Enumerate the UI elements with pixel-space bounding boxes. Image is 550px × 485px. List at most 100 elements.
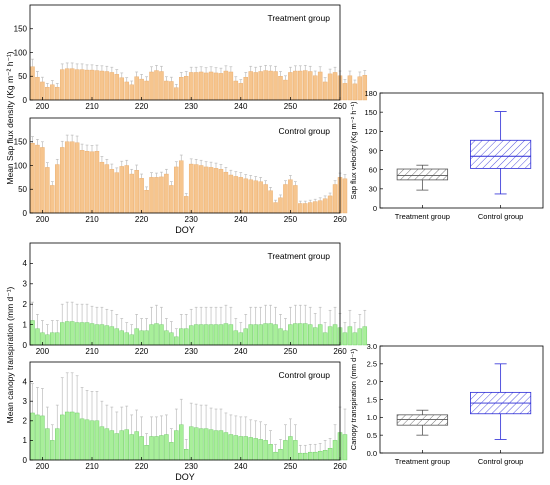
bar xyxy=(50,332,55,346)
bar xyxy=(149,177,154,214)
bar xyxy=(253,72,258,101)
bar xyxy=(213,430,219,461)
bar xyxy=(213,324,219,346)
bar xyxy=(203,324,209,346)
bar xyxy=(233,176,239,214)
bar xyxy=(193,427,199,461)
bar xyxy=(273,202,278,214)
bar xyxy=(283,184,288,214)
x-tick-label: 250 xyxy=(284,462,298,471)
bar xyxy=(45,334,50,346)
x-tick-label: 240 xyxy=(234,102,248,111)
y-tick-label: 0 xyxy=(23,456,28,465)
bar xyxy=(179,424,184,461)
y-tick-label: 60 xyxy=(369,165,377,174)
bar xyxy=(327,195,333,214)
y-tick-label: 120 xyxy=(364,127,377,136)
bar xyxy=(154,177,159,214)
bar xyxy=(164,434,169,461)
bar xyxy=(119,430,124,461)
bar xyxy=(312,327,318,346)
bar xyxy=(188,426,194,461)
bar xyxy=(149,71,154,101)
bar xyxy=(332,440,338,461)
bar xyxy=(94,324,100,346)
bar xyxy=(278,76,283,101)
bar xyxy=(164,330,169,346)
bar xyxy=(55,164,60,214)
bar xyxy=(308,202,313,214)
y-tick-label: 0 xyxy=(23,341,28,350)
bar xyxy=(263,70,268,101)
bar xyxy=(332,72,338,101)
bar xyxy=(308,324,313,346)
bar xyxy=(293,440,298,461)
bar xyxy=(134,431,139,461)
bar xyxy=(174,87,179,101)
bar xyxy=(35,414,40,461)
bar xyxy=(258,181,263,214)
bar xyxy=(258,439,263,461)
x-tick-label: 260 xyxy=(333,347,347,356)
bar xyxy=(55,428,60,461)
bar xyxy=(30,320,35,346)
bar xyxy=(184,328,189,346)
bar xyxy=(79,418,85,461)
bar xyxy=(283,330,288,346)
bar xyxy=(114,328,120,346)
bar xyxy=(263,323,268,346)
bar xyxy=(169,442,174,461)
bar xyxy=(179,76,184,101)
bar xyxy=(104,164,110,214)
bar xyxy=(30,142,35,214)
bar xyxy=(60,322,65,346)
bar xyxy=(303,203,308,214)
bar xyxy=(94,420,100,461)
bar xyxy=(64,68,70,101)
bar xyxy=(288,179,293,214)
bar xyxy=(223,171,229,214)
bar xyxy=(45,167,50,214)
bar xyxy=(154,436,159,461)
bar xyxy=(293,185,298,214)
bar xyxy=(303,323,308,346)
transpiration-treatment-bar-panel: 0 1 2 3 4 200 210 220 230 240 250 260 Treatment grou… xyxy=(23,242,368,356)
bar xyxy=(223,432,229,461)
bar xyxy=(332,184,338,214)
x-tick-label: 200 xyxy=(36,347,50,356)
bar xyxy=(139,436,144,461)
bar xyxy=(45,86,50,101)
bar xyxy=(99,70,105,101)
bar xyxy=(198,324,204,346)
bar xyxy=(218,169,224,214)
bar xyxy=(268,190,273,214)
bar xyxy=(228,71,234,101)
panel-label: Control group xyxy=(278,370,330,380)
bar xyxy=(243,328,248,346)
bar xyxy=(228,324,234,346)
bar xyxy=(238,177,244,214)
bar xyxy=(208,324,214,346)
bar xyxy=(223,323,229,346)
x-tick-label: 260 xyxy=(333,215,347,224)
bar xyxy=(184,196,189,214)
bar xyxy=(248,437,253,461)
plot-frame xyxy=(29,361,341,461)
y-tick-label: 100 xyxy=(14,48,28,57)
bar xyxy=(119,330,124,346)
bar xyxy=(74,322,80,346)
transpiration-control-bar-panel: 0 1 2 3 4 200 210 220 230 240 250 260 Control group D… xyxy=(23,361,347,482)
bar xyxy=(278,449,283,461)
bar xyxy=(60,69,65,101)
bar xyxy=(357,76,363,101)
y-tick-label: 50 xyxy=(18,72,27,81)
bar xyxy=(164,80,169,101)
x-tick-label: Control group xyxy=(478,212,523,221)
x-tick-label: 250 xyxy=(284,215,298,224)
y-tick-label: 3 xyxy=(23,280,28,289)
bar xyxy=(35,76,40,101)
bar xyxy=(233,435,239,461)
bar xyxy=(30,66,35,101)
bar xyxy=(213,72,219,101)
bar xyxy=(74,412,80,461)
